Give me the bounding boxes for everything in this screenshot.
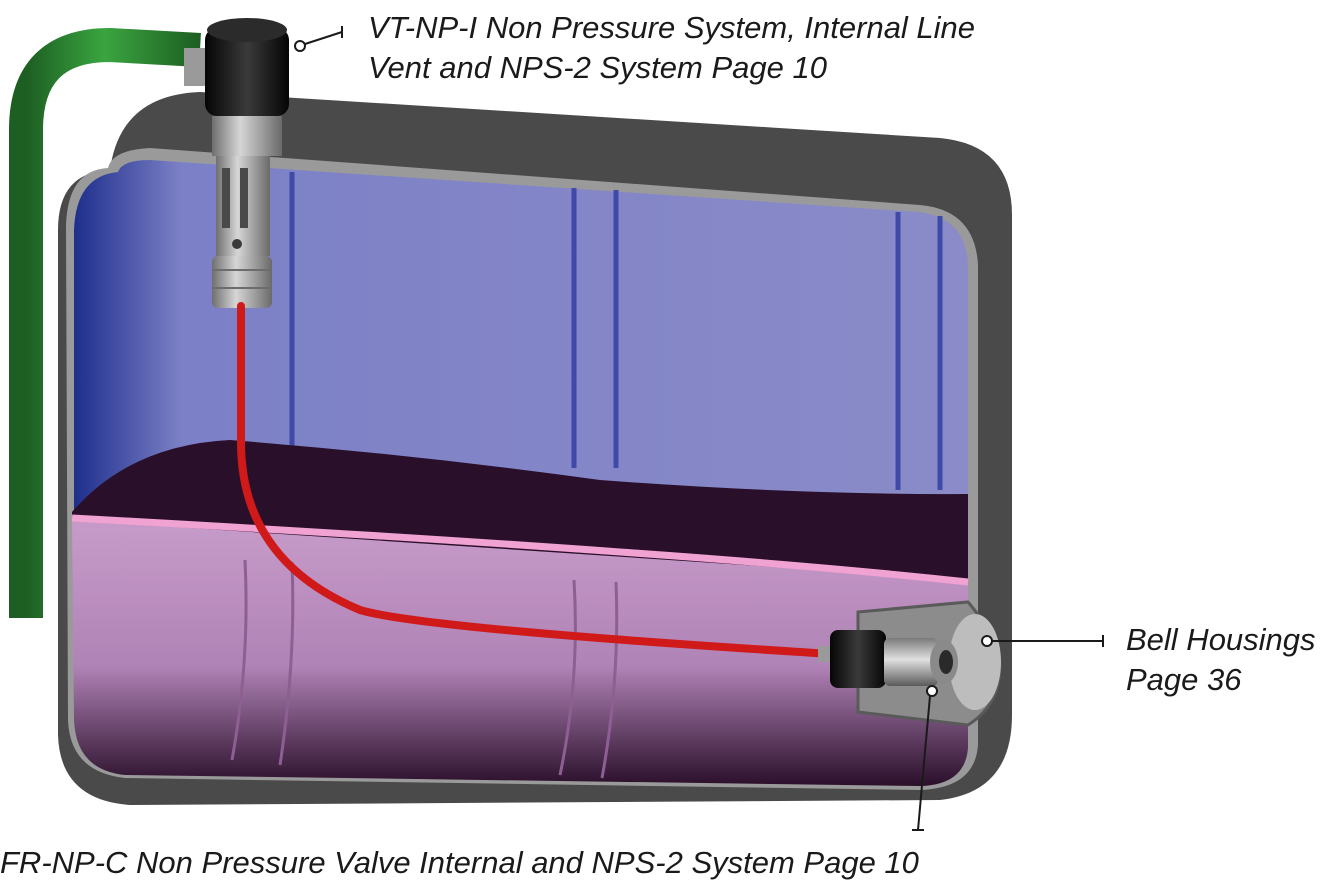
internal-line <box>236 302 834 658</box>
valve-callout-label: FR-NP-C Non Pressure Valve Internal and … <box>0 843 919 883</box>
bell-callout-line2: Page 36 <box>1126 662 1242 697</box>
bell-callout-line1: Bell Housings <box>1126 622 1316 657</box>
vent-pipe <box>9 27 201 618</box>
vent-valve-icon <box>205 18 289 308</box>
bell-callout-label: Bell Housings Page 36 <box>1126 620 1316 700</box>
fluid-baffles <box>230 559 619 779</box>
vent-callout-label: VT-NP-I Non Pressure System, Internal Li… <box>368 8 975 88</box>
vent-callout-line2: Vent and NPS-2 System Page 10 <box>368 50 827 85</box>
fluid-level-line <box>71 514 969 586</box>
valve-callout-line1: FR-NP-C Non Pressure Valve Internal and … <box>0 845 919 880</box>
vent-callout-line1: VT-NP-I Non Pressure System, Internal Li… <box>368 10 976 45</box>
fluid-surface <box>72 440 968 580</box>
float-valve-icon <box>818 630 958 688</box>
tank-baffles <box>289 172 943 490</box>
vent-pipe-coupling <box>184 48 208 86</box>
callout-leaders <box>294 26 1104 831</box>
fluid-body <box>72 520 968 786</box>
